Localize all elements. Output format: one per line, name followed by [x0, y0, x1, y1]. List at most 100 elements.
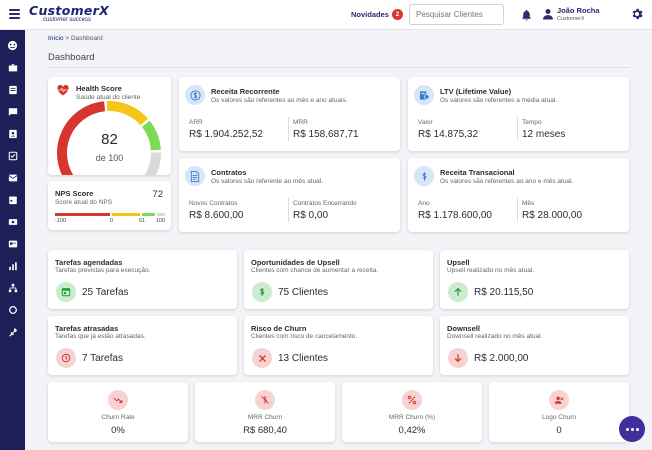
search-input[interactable] — [409, 4, 504, 25]
nps-subtitle: Score atual do NPS — [55, 199, 113, 206]
late-tasks-card[interactable]: Tarefas atrasadas Tarefas que já estão a… — [48, 316, 237, 375]
gear-icon[interactable] — [630, 7, 644, 21]
mrr-churn-card: MRR Churn R$ 680,40 — [195, 382, 335, 442]
downsell-card[interactable]: Downsell Downsell realizado no mês atual… — [440, 316, 629, 375]
user-remove-icon — [554, 396, 564, 404]
top-bar: CustomerX customer success Novidades 2 J… — [0, 0, 652, 30]
close-icon-wrap — [252, 348, 272, 368]
user-name[interactable]: João Rocha — [557, 6, 600, 15]
menu-icon[interactable] — [9, 9, 20, 19]
sidebar-item-analytics[interactable] — [7, 260, 18, 271]
contracts-icon-wrap — [185, 166, 205, 186]
arr-label: ARR — [189, 119, 203, 126]
ltv-title: LTV (Lifetime Value) — [440, 87, 512, 96]
sidebar-item-finance[interactable] — [7, 216, 18, 227]
downsell-value: R$ 2.000,00 — [474, 353, 529, 364]
closing-contracts-label: Contratos Encerrando — [293, 200, 357, 207]
year-label: Ano — [418, 200, 430, 207]
mrr-churn-value: R$ 680,40 — [243, 425, 287, 436]
breadcrumb-home-link[interactable]: Início — [48, 35, 64, 42]
nps-title: NPS Score — [55, 189, 94, 198]
month-value: R$ 28.000,00 — [522, 210, 583, 221]
news-label: Novidades — [351, 10, 389, 19]
nps-scale-bar — [55, 213, 165, 216]
briefcase-icon — [8, 63, 17, 71]
dollar-icon — [260, 288, 265, 296]
health-score-title: Health Score — [76, 84, 122, 93]
scheduled-tasks-subtitle: Tarefas previstas para execução. — [55, 267, 151, 274]
health-score-value: 82 — [101, 131, 118, 148]
sidebar-item-contacts[interactable] — [7, 128, 18, 139]
upsell-value: R$ 20.115,50 — [474, 287, 534, 298]
sidebar-item-integrations[interactable] — [7, 326, 18, 337]
sidebar-item-email[interactable] — [7, 172, 18, 183]
sidebar-item-status[interactable] — [7, 304, 18, 315]
percent-icon — [407, 395, 417, 405]
recurring-revenue-subtitle: Os valores são referentes ao mês e ano a… — [211, 97, 348, 104]
sidebar-item-reports[interactable] — [7, 238, 18, 249]
scheduled-tasks-card[interactable]: Tarefas agendadas Tarefas previstas para… — [48, 250, 237, 309]
percent-icon-wrap — [402, 390, 422, 410]
calendar-check-icon — [61, 288, 71, 297]
sidebar — [0, 30, 25, 450]
bar-chart-icon — [8, 261, 17, 270]
sidebar-item-hierarchy[interactable] — [7, 282, 18, 293]
clock-icon — [61, 353, 71, 363]
sidebar-item-tasks[interactable] — [7, 84, 18, 95]
heart-pulse-icon — [57, 85, 69, 96]
mrr-value: R$ 158.687,71 — [293, 129, 359, 140]
nps-bar-yellow — [112, 213, 140, 216]
health-score-subtitle: Saúde atual do cliente — [76, 94, 141, 101]
contracts-title: Contratos — [211, 168, 247, 177]
user-icon[interactable] — [542, 8, 554, 20]
close-icon — [258, 354, 266, 362]
sidebar-item-checklist[interactable] — [7, 150, 18, 161]
chat-icon — [8, 107, 17, 116]
user-company: CustomerX — [557, 16, 585, 22]
divider — [48, 67, 630, 68]
nps-bar-grey — [156, 213, 165, 216]
news-button[interactable]: Novidades 2 — [351, 9, 403, 20]
ltv-time-label: Tempo — [522, 119, 542, 126]
churn-risk-card[interactable]: Risco de Churn Clientes com risco de can… — [244, 316, 433, 375]
scheduled-tasks-value: 25 Tarefas — [82, 287, 129, 298]
more-options-button[interactable] — [619, 416, 645, 442]
bell-icon[interactable] — [520, 8, 533, 22]
churn-rate-label: Churn Rate — [101, 414, 135, 421]
upsell-card[interactable]: Upsell Upsell realizado no mês atual. R$… — [440, 250, 629, 309]
trending-down-icon-wrap — [108, 390, 128, 410]
month-label: Mês — [522, 200, 535, 207]
nps-bar-red — [55, 213, 110, 216]
dashboard-icon — [7, 40, 18, 51]
mrr-churn-percent-value: 0,42% — [398, 425, 426, 436]
nps-tick: 51 — [139, 218, 146, 224]
sidebar-item-calendar[interactable] — [7, 194, 18, 205]
upsell-opportunities-value: 75 Clientes — [278, 287, 329, 298]
transactional-revenue-subtitle: Os valores são referentes ao ano e mês a… — [440, 178, 574, 185]
transactional-icon-wrap — [414, 166, 434, 186]
health-score-card: Health Score Saúde atual do cliente 82 d… — [48, 77, 171, 175]
logo[interactable]: CustomerX customer success — [29, 4, 117, 25]
checkbox-icon — [8, 151, 17, 160]
money-off-icon — [260, 395, 270, 405]
plug-icon — [8, 327, 17, 337]
health-score-max: de 100 — [95, 153, 124, 163]
dollar-icon-wrap — [185, 85, 205, 105]
dollar-icon — [422, 171, 426, 181]
mrr-churn-label: MRR Churn — [247, 414, 283, 421]
ltv-subtitle: Os valores são referentes a média atual. — [440, 97, 558, 104]
hierarchy-icon — [8, 283, 17, 292]
sidebar-item-messages[interactable] — [7, 106, 18, 117]
sidebar-item-dashboard[interactable] — [7, 40, 18, 51]
calendar-icon — [8, 196, 17, 204]
ltv-card: LTV (Lifetime Value) Os valores são refe… — [408, 77, 629, 151]
nps-score-card: NPS Score 72 Score atual do NPS -100 0 5… — [48, 181, 171, 230]
arrow-up-icon — [454, 287, 462, 296]
ltv-value-label: Valor — [418, 119, 433, 126]
upsell-opportunities-card[interactable]: Oportunidades de Upsell Clientes com cha… — [244, 250, 433, 309]
mrr-churn-percent-card: MRR Churn (%) 0,42% — [342, 382, 482, 442]
upsell-opportunities-title: Oportunidades de Upsell — [251, 258, 340, 267]
mrr-label: MRR — [293, 119, 308, 126]
arrow-up-icon-wrap — [448, 282, 468, 302]
sidebar-item-clients[interactable] — [7, 62, 18, 73]
